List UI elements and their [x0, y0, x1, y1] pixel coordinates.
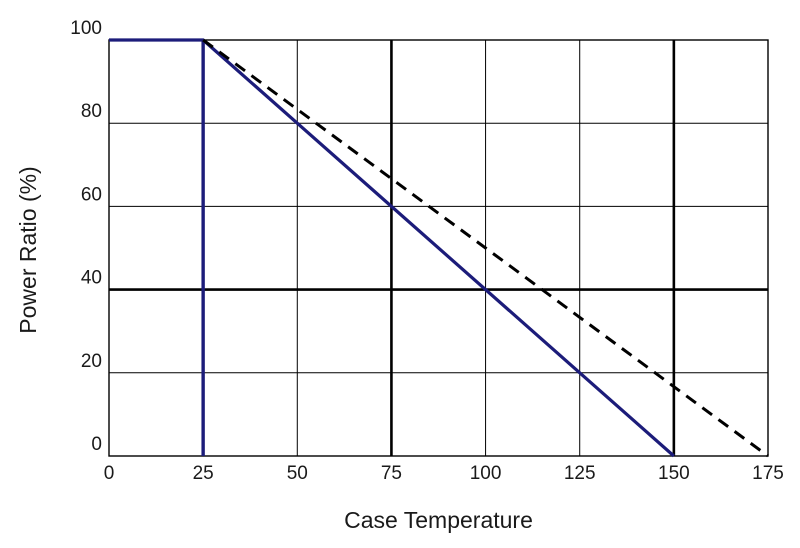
x-tick-label: 0: [104, 463, 115, 484]
y-tick-label: 40: [81, 268, 102, 289]
x-axis-label: Case Temperature: [344, 507, 533, 533]
y-tick-label: 60: [81, 184, 102, 205]
y-tick-label: 0: [91, 434, 102, 455]
x-tick-label: 50: [287, 463, 308, 484]
x-tick-label: 75: [381, 463, 402, 484]
plot-frame: [108, 39, 769, 457]
y-tick-label: 20: [81, 351, 102, 372]
dashed-series-line: [202, 38, 769, 458]
x-tick-label: 150: [658, 463, 690, 484]
y-axis-label: Power Ratio (%): [15, 166, 41, 333]
x-tick-labels: 0 25 50 75 100 125 150 175: [104, 463, 784, 484]
y-tick-label: 100: [70, 18, 102, 39]
y-tick-labels: 0 20 40 60 80 100: [70, 18, 102, 455]
y-tick-label: 80: [81, 101, 102, 122]
x-tick-label: 100: [470, 463, 502, 484]
x-tick-label: 175: [752, 463, 784, 484]
series: [109, 38, 769, 458]
x-tick-label: 25: [193, 463, 214, 484]
x-tick-label: 125: [564, 463, 596, 484]
